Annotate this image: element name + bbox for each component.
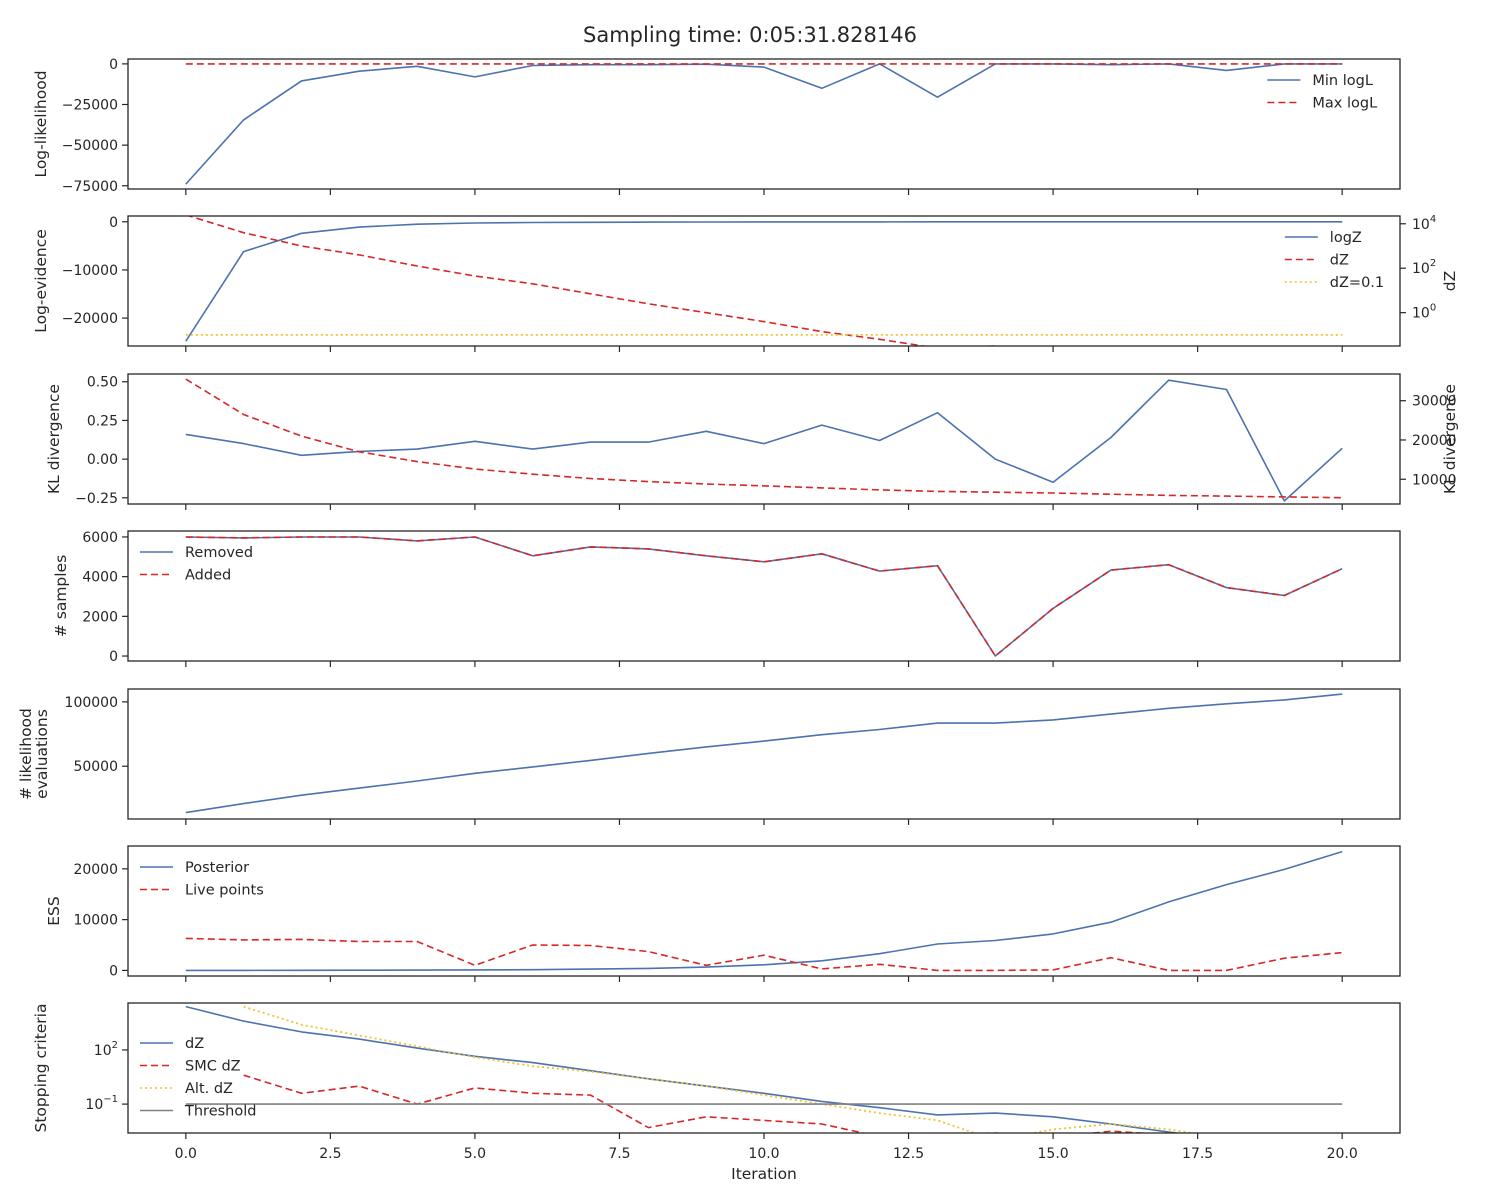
series-line-0: [185, 693, 1343, 814]
y-tick-label: −10000: [62, 263, 118, 279]
y-tick-label: −75000: [62, 179, 118, 195]
y-tick-label: 0.25: [87, 413, 118, 429]
y-tick-label: 0.50: [87, 375, 118, 391]
y-tick-label: 6000: [82, 530, 118, 546]
y-tick-label: −0.25: [75, 491, 118, 507]
series-line-live-points: [185, 937, 1343, 972]
panel-6: 0 10000 20000 ESS Posterior Live points: [45, 845, 1401, 982]
x-tick-label: 12.5: [893, 1146, 924, 1162]
legend-label: dZ: [1330, 253, 1349, 269]
legend-label: Alt. dZ: [185, 1081, 233, 1097]
x-tick-label: 17.5: [1182, 1146, 1213, 1162]
series-line-dz: [186, 216, 1006, 346]
y-tick-label: 0: [109, 963, 118, 979]
x-axis-label: Iteration: [731, 1165, 797, 1183]
panel-1: 0 −25000 −50000 −75000 Log-likelihood Min log…: [32, 57, 1401, 195]
x-tick-label: 0.0: [175, 1146, 197, 1162]
axes-frame: [127, 58, 1401, 190]
series-line-logz: [185, 221, 1343, 342]
y-tick-label: 20000: [73, 862, 118, 878]
axes-frame: [127, 215, 1401, 347]
axes-frame: [127, 688, 1401, 820]
axes-frame: [127, 373, 1401, 505]
y-tick-label: 10000: [73, 913, 118, 929]
legend: logZ dZ dZ=0.1: [1284, 230, 1384, 291]
series-line-1: [185, 378, 1343, 499]
panel-2: 0 −10000 −20000 100 102 104 dZ Log-evidence logZ…: [32, 214, 1459, 352]
y-axis-label: Log-likelihood: [32, 70, 50, 177]
y2-tick-label: 10000: [1412, 472, 1457, 488]
series-line-0: [185, 379, 1343, 502]
y-axis-label: Stopping criteria: [32, 1004, 50, 1133]
x-tick-label: 10.0: [748, 1146, 779, 1162]
y-tick-label: −20000: [62, 311, 118, 327]
axes-frame: [127, 530, 1401, 662]
series-line-min-logl: [185, 63, 1343, 185]
y-tick-label: 50000: [73, 759, 118, 775]
y-tick-label: −25000: [62, 98, 118, 114]
y-tick-label: 102: [94, 1040, 118, 1059]
figure-title: Sampling time: 0:05:31.828146: [583, 23, 917, 47]
series-line-added: [185, 536, 1343, 657]
x-tick-label: 15.0: [1038, 1146, 1069, 1162]
legend-label: dZ: [185, 1036, 204, 1052]
legend: dZ SMC dZ Alt. dZ Threshold: [140, 1036, 256, 1120]
panel-4: 0 2000 4000 6000 # samples Removed Added: [52, 530, 1401, 667]
y-tick-label: 0: [109, 215, 118, 231]
legend-label: Posterior: [185, 860, 249, 876]
legend-label: SMC dZ: [185, 1059, 241, 1075]
legend-label: Added: [185, 568, 231, 584]
y-tick-label: 10−1: [85, 1094, 118, 1113]
y2-tick-label: 100: [1412, 303, 1436, 322]
series-line-dz: [185, 1005, 1183, 1133]
y-axis-label: Log-evidence: [32, 229, 50, 333]
x-tick-label: 7.5: [608, 1146, 630, 1162]
series-line-posterior: [185, 850, 1343, 972]
axes-frame: [127, 1002, 1401, 1134]
legend-label: dZ=0.1: [1330, 275, 1384, 291]
y-axis-label: ESS: [45, 896, 63, 925]
y-axis-label: evaluations: [33, 709, 51, 799]
y2-axis-label: KL divergence: [1441, 384, 1459, 494]
series-line-alt-dz: [243, 1005, 1198, 1133]
y-tick-label: 2000: [82, 609, 118, 625]
legend-label: Max logL: [1312, 96, 1377, 112]
y-tick-label: 0.00: [87, 452, 118, 468]
legend-label: Threshold: [184, 1104, 256, 1120]
series-line-removed: [185, 536, 1343, 657]
x-tick-label: 20.0: [1327, 1146, 1358, 1162]
y-axis-label: # samples: [52, 555, 70, 637]
legend-label: Removed: [185, 545, 253, 561]
panels: 0 −25000 −50000 −75000 Log-likelihood Min log…: [17, 57, 1459, 1162]
y2-tick-label: 102: [1412, 258, 1436, 277]
x-tick-label: 5.0: [464, 1146, 486, 1162]
legend-label: Min logL: [1312, 73, 1373, 89]
y2-tick-label: 30000: [1412, 394, 1457, 410]
y-axis-label: # likelihood: [17, 708, 35, 800]
y2-axis-label: dZ: [1441, 271, 1459, 291]
y-tick-label: 4000: [82, 570, 118, 586]
y-tick-label: 100000: [65, 695, 118, 711]
y2-tick-label: 20000: [1412, 433, 1457, 449]
y-tick-label: 0: [109, 57, 118, 73]
y2-tick-label: 104: [1412, 214, 1436, 233]
legend: Min logL Max logL: [1267, 73, 1377, 112]
x-tick-label: 2.5: [319, 1146, 341, 1162]
axes-frame: [127, 845, 1401, 977]
legend: Posterior Live points: [140, 860, 264, 899]
panel-7: 0.0 2.5 5.0 7.5 10.0 12.5 15.0 17.5 20.0 102 10−1 S…: [32, 1002, 1401, 1162]
legend-label: Live points: [185, 883, 264, 899]
y-tick-label: −50000: [62, 138, 118, 154]
series-line-smc-dz: [243, 1074, 1153, 1133]
legend-label: logZ: [1330, 230, 1362, 246]
y-axis-label: KL divergence: [45, 384, 63, 494]
y-tick-label: 0: [109, 649, 118, 665]
legend: Removed Added: [140, 545, 253, 584]
